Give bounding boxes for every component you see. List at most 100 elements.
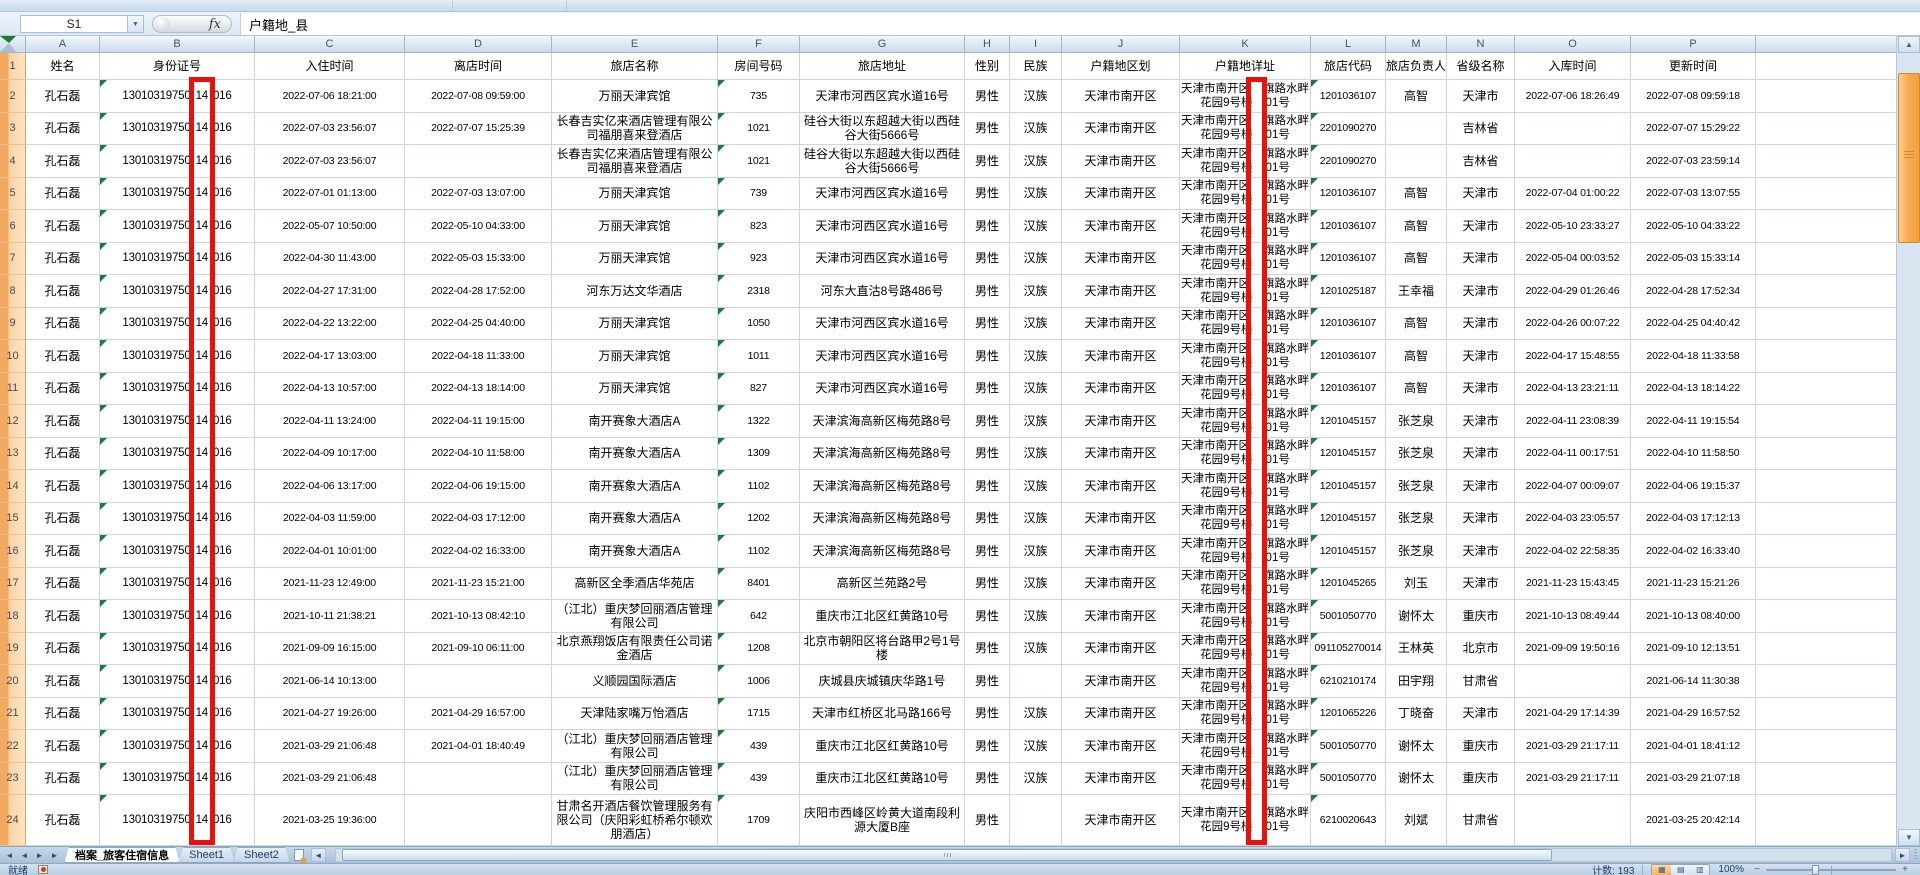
cell-D5[interactable]: 2022-07-03 13:07:00 <box>405 177 552 210</box>
cell-K13[interactable]: 天津市南开区 旗路水畔 花园9号楼 01号 <box>1180 437 1311 470</box>
cell-E21[interactable]: 天津陆家嘴万怡酒店 <box>552 697 718 730</box>
cell-P23[interactable]: 2021-03-29 21:07:18 <box>1631 762 1756 795</box>
cell-D4[interactable] <box>405 145 552 178</box>
cell-H7[interactable]: 男性 <box>965 242 1010 275</box>
header-cell-A[interactable]: 姓名 <box>26 53 100 80</box>
cell-J8[interactable]: 天津市南开区 <box>1062 275 1180 308</box>
cell-L17[interactable]: 1201045265 <box>1311 567 1386 600</box>
hscroll-right-icon[interactable]: ► <box>1895 848 1910 862</box>
row-header-23[interactable]: 23 <box>0 762 26 795</box>
cell-G10[interactable]: 天津市河西区宾水道16号 <box>800 340 965 373</box>
cell-F13[interactable]: 1309 <box>718 437 800 470</box>
cell-L11[interactable]: 1201036107 <box>1311 372 1386 405</box>
cell-K22[interactable]: 天津市南开区 旗路水畔 花园9号楼 01号 <box>1180 730 1311 763</box>
cell-G23[interactable]: 重庆市江北区红黄路10号 <box>800 762 965 795</box>
cell-E13[interactable]: 南开赛象大酒店A <box>552 437 718 470</box>
cell-D16[interactable]: 2022-04-02 16:33:00 <box>405 535 552 568</box>
cell-J18[interactable]: 天津市南开区 <box>1062 600 1180 633</box>
cell-E5[interactable]: 万丽天津宾馆 <box>552 177 718 210</box>
col-header-I[interactable]: I <box>1010 36 1062 53</box>
cell-G3[interactable]: 硅谷大街以东超越大街以西硅谷大街5666号 <box>800 112 965 145</box>
header-cell-N[interactable]: 省级名称 <box>1447 53 1515 80</box>
header-cell-K[interactable]: 户籍地详址 <box>1180 53 1311 80</box>
tab-档案_旅客住宿信息[interactable]: 档案_旅客住宿信息 <box>64 847 180 863</box>
cell-M9[interactable]: 高智 <box>1386 307 1447 340</box>
cell-F23[interactable]: 439 <box>718 762 800 795</box>
cell-K4[interactable]: 天津市南开区 旗路水畔 花园9号楼 01号 <box>1180 145 1311 178</box>
row-header-21[interactable]: 21 <box>0 697 26 730</box>
header-cell-J[interactable]: 户籍地区划 <box>1062 53 1180 80</box>
cell-L12[interactable]: 1201045157 <box>1311 405 1386 438</box>
cell-N17[interactable]: 天津市 <box>1447 567 1515 600</box>
col-header-L[interactable]: L <box>1311 36 1386 53</box>
cell-A7[interactable]: 孔石磊 <box>26 242 100 275</box>
cell-K2[interactable]: 天津市南开区 旗路水畔 花园9号楼 01号 <box>1180 80 1311 113</box>
cell-O22[interactable]: 2021-03-29 21:17:11 <box>1515 730 1631 763</box>
cell-A5[interactable]: 孔石磊 <box>26 177 100 210</box>
cell-N3[interactable]: 吉林省 <box>1447 112 1515 145</box>
cell-O2[interactable]: 2022-07-06 18:26:49 <box>1515 80 1631 113</box>
cell-N9[interactable]: 天津市 <box>1447 307 1515 340</box>
cell-I2[interactable]: 汉族 <box>1010 80 1062 113</box>
cell-N22[interactable]: 重庆市 <box>1447 730 1515 763</box>
cell-O8[interactable]: 2022-04-29 01:26:46 <box>1515 275 1631 308</box>
row-header-7[interactable]: 7 <box>0 242 26 275</box>
cell-O24[interactable] <box>1515 795 1631 846</box>
cell-E20[interactable]: 义顺园国际酒店 <box>552 665 718 698</box>
cell-G5[interactable]: 天津市河西区宾水道16号 <box>800 177 965 210</box>
cell-A11[interactable]: 孔石磊 <box>26 372 100 405</box>
cell-M13[interactable]: 张芝泉 <box>1386 437 1447 470</box>
row-header-20[interactable]: 20 <box>0 665 26 698</box>
cell-A8[interactable]: 孔石磊 <box>26 275 100 308</box>
cell-filler[interactable] <box>1756 698 1896 730</box>
cell-L7[interactable]: 1201036107 <box>1311 242 1386 275</box>
cell-K19[interactable]: 天津市南开区 旗路水畔 花园9号楼 01号 <box>1180 632 1311 665</box>
header-cell-I[interactable]: 民族 <box>1010 53 1062 80</box>
cell-H5[interactable]: 男性 <box>965 177 1010 210</box>
cell-K24[interactable]: 天津市南开区 旗路水畔 花园9号楼 01号 <box>1180 795 1311 846</box>
cell-I10[interactable]: 汉族 <box>1010 340 1062 373</box>
row-header-2[interactable]: 2 <box>0 80 26 113</box>
cell-O6[interactable]: 2022-05-10 23:33:27 <box>1515 210 1631 243</box>
cell-E24[interactable]: 甘肃名开酒店餐饮管理服务有限公司（庆阳彩虹桥希尔顿欢朋酒店） <box>552 795 718 846</box>
cell-E12[interactable]: 南开赛象大酒店A <box>552 405 718 438</box>
cell-A10[interactable]: 孔石磊 <box>26 340 100 373</box>
cell-C7[interactable]: 2022-04-30 11:43:00 <box>255 242 405 275</box>
cell-H3[interactable]: 男性 <box>965 112 1010 145</box>
zoom-slider-thumb[interactable] <box>1812 864 1819 875</box>
cell-N12[interactable]: 天津市 <box>1447 405 1515 438</box>
cell-J12[interactable]: 天津市南开区 <box>1062 405 1180 438</box>
cell-K18[interactable]: 天津市南开区 旗路水畔 花园9号楼 01号 <box>1180 600 1311 633</box>
cell-K3[interactable]: 天津市南开区 旗路水畔 花园9号楼 01号 <box>1180 112 1311 145</box>
cell-O9[interactable]: 2022-04-26 00:07:22 <box>1515 307 1631 340</box>
cell-G24[interactable]: 庆阳市西峰区岭黄大道南段利源大厦B座 <box>800 795 965 846</box>
cell-G11[interactable]: 天津市河西区宾水道16号 <box>800 372 965 405</box>
cell-H19[interactable]: 男性 <box>965 632 1010 665</box>
header-cell-filler[interactable] <box>1756 53 1896 80</box>
col-header-O[interactable]: O <box>1515 36 1631 53</box>
cell-J21[interactable]: 天津市南开区 <box>1062 697 1180 730</box>
cell-I3[interactable]: 汉族 <box>1010 112 1062 145</box>
cell-P19[interactable]: 2021-09-10 12:13:51 <box>1631 632 1756 665</box>
cell-J10[interactable]: 天津市南开区 <box>1062 340 1180 373</box>
cell-F17[interactable]: 8401 <box>718 567 800 600</box>
cell-G15[interactable]: 天津滨海高新区梅苑路8号 <box>800 502 965 535</box>
cell-H21[interactable]: 男性 <box>965 697 1010 730</box>
cell-C3[interactable]: 2022-07-03 23:56:07 <box>255 112 405 145</box>
cell-M14[interactable]: 张芝泉 <box>1386 470 1447 503</box>
cell-P11[interactable]: 2022-04-13 18:14:22 <box>1631 372 1756 405</box>
row-header-22[interactable]: 22 <box>0 730 26 763</box>
cell-O13[interactable]: 2022-04-11 00:17:51 <box>1515 437 1631 470</box>
cell-P22[interactable]: 2021-04-01 18:41:12 <box>1631 730 1756 763</box>
scroll-up-icon[interactable]: ▲ <box>1898 36 1920 53</box>
cell-I4[interactable]: 汉族 <box>1010 145 1062 178</box>
cell-A13[interactable]: 孔石磊 <box>26 437 100 470</box>
cell-C21[interactable]: 2021-04-27 19:26:00 <box>255 697 405 730</box>
cell-P12[interactable]: 2022-04-11 19:15:54 <box>1631 405 1756 438</box>
cell-F7[interactable]: 923 <box>718 242 800 275</box>
cell-N6[interactable]: 天津市 <box>1447 210 1515 243</box>
cell-F15[interactable]: 1202 <box>718 502 800 535</box>
cell-J4[interactable]: 天津市南开区 <box>1062 145 1180 178</box>
cell-F18[interactable]: 642 <box>718 600 800 633</box>
cell-J14[interactable]: 天津市南开区 <box>1062 470 1180 503</box>
